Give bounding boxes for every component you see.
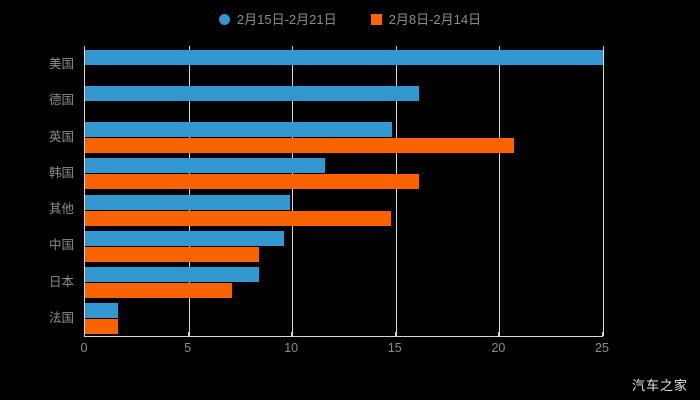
bar-series-0-2[interactable] [85,122,392,138]
legend-swatch-icon-series-0 [218,13,230,25]
legend-item-series-0[interactable]: 2月15日-2月21日 [218,11,337,27]
y-axis-label-0: 美国 [48,56,74,71]
bar-series-1-4[interactable] [85,210,391,226]
x-tick-label-15: 15 [387,341,402,355]
watermark: 汽车之家 [631,378,688,393]
bar-series-0-1[interactable] [85,85,419,101]
x-tick-label-0: 0 [80,341,88,355]
x-tick-mark-10 [291,332,293,336]
y-axis-label-6: 日本 [48,274,74,289]
chart-legend: 2月15日-2月21日 2月8日-2月14日 [0,6,700,32]
y-axis-label-7: 法国 [48,310,74,325]
x-tick-mark-5 [187,332,189,336]
bar-series-1-3[interactable] [85,174,419,190]
bar-series-0-5[interactable] [85,230,284,246]
plot-wrapper: 美国德国英国韩国其他中国日本法国 0 5 10 15 20 25 [0,40,700,360]
legend-item-series-1[interactable]: 2月8日-2月14日 [370,11,482,27]
x-axis-ticks: 0 5 10 15 20 25 [80,332,609,360]
bar-series-1-6[interactable] [85,283,233,299]
bar-series-1-7[interactable] [85,319,119,335]
x-tick-mark-20 [498,332,500,336]
x-tick-label-20: 20 [491,341,506,355]
legend-label-series-0: 2月15日-2月21日 [236,11,337,27]
bar-series-1-5[interactable] [85,246,260,262]
bar-series-1-2[interactable] [85,138,514,154]
y-axis-category-labels: 美国德国英国韩国其他中国日本法国 [0,46,74,336]
bars-layer [85,46,603,336]
x-tick-label-25: 25 [595,341,609,355]
bar-series-0-4[interactable] [85,194,291,210]
bar-series-0-0[interactable] [85,49,603,65]
y-axis-label-5: 中国 [48,238,74,253]
bar-series-0-6[interactable] [85,267,260,283]
legend-swatch-icon-series-1 [370,13,382,25]
y-axis-label-3: 韩国 [48,165,74,180]
bar-series-0-7[interactable] [85,303,119,319]
x-tick-label-10: 10 [284,341,299,355]
x-tick-mark-15 [394,332,396,336]
y-axis-label-4: 其他 [48,201,74,216]
y-axis-label-1: 德国 [48,93,74,108]
plot-area [84,46,604,336]
gridline-25 [603,46,604,336]
x-axis-line [84,336,603,337]
x-tick-label-5: 5 [184,341,192,355]
y-axis-label-2: 英国 [48,129,74,144]
bar-series-0-3[interactable] [85,158,326,174]
x-tick-mark-0 [84,332,85,336]
legend-label-series-1: 2月8日-2月14日 [388,11,482,27]
x-tick-mark-25 [602,332,603,336]
